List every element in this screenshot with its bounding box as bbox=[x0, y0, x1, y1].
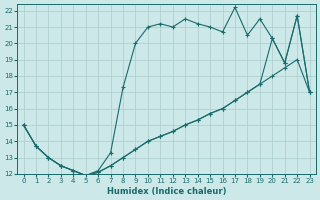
X-axis label: Humidex (Indice chaleur): Humidex (Indice chaleur) bbox=[107, 187, 226, 196]
